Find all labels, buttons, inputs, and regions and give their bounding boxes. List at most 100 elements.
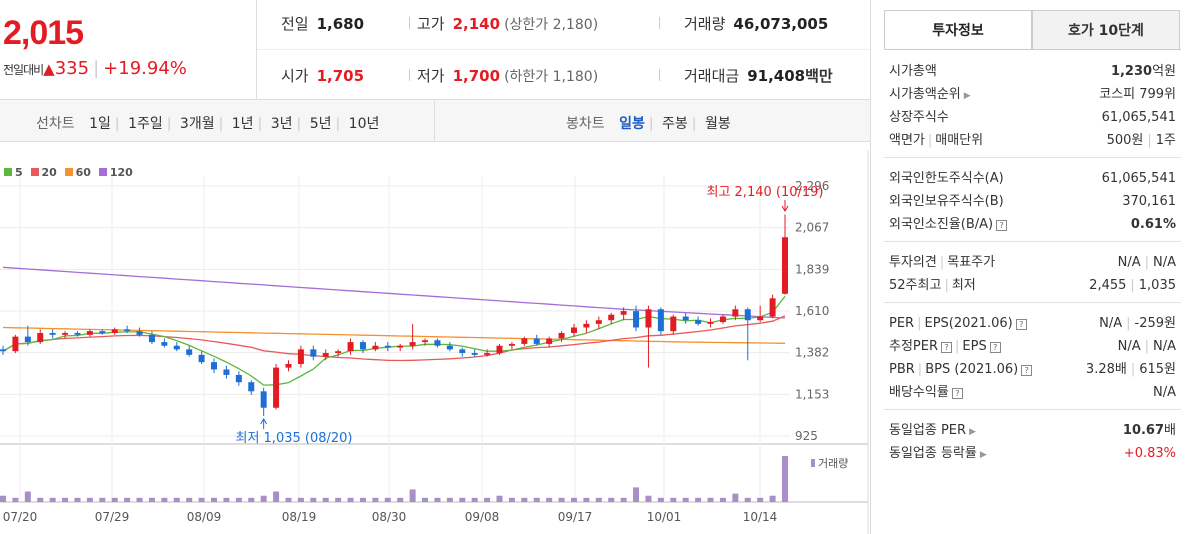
period-3m[interactable]: 3개월	[179, 116, 215, 132]
volume-bar	[521, 497, 528, 502]
volume-bar	[198, 497, 205, 502]
info-value-2: 1,035	[1138, 278, 1176, 293]
trade-value-unit: 백만	[805, 67, 833, 85]
x-tick-label: 08/19	[282, 510, 317, 524]
info-row: 동일업종 등락률 ▶ +0.83%	[884, 442, 1181, 465]
info-row: 동일업종 PER ▶ 10.67배	[884, 419, 1181, 442]
info-value-wrap: 61,065,541	[1102, 106, 1176, 129]
y-tick-label: 1,153	[795, 387, 829, 401]
info-key: 동일업종 PER	[889, 423, 967, 438]
info-key-wrap: 시가총액	[889, 60, 937, 83]
help-icon[interactable]: ?	[941, 342, 953, 353]
low-annotation: 최저 1,035 (08/20)	[235, 431, 352, 446]
info-row: 외국인보유주식수(B) 370,161	[884, 190, 1181, 213]
help-icon[interactable]: ?	[1015, 319, 1027, 330]
volume-bar	[335, 497, 342, 502]
divider	[434, 100, 435, 142]
help-icon[interactable]: ?	[996, 220, 1008, 231]
period-1d[interactable]: 1일	[89, 116, 111, 132]
info-value-wrap: N/A	[1153, 381, 1176, 404]
info-value-wrap: N/A | N/A	[1118, 335, 1176, 358]
stock-main-panel: 2,015 전일대비▲335 | +19.94% 전일 1,680 고가 2,140 (상…	[0, 0, 870, 534]
candle-daily[interactable]: 일봉	[619, 116, 645, 132]
info-value-wrap: N/A | N/A	[1118, 251, 1176, 274]
divider: |	[93, 58, 100, 79]
divider: |	[166, 116, 172, 132]
period-1w[interactable]: 1주일	[128, 116, 163, 132]
help-icon[interactable]: ?	[989, 342, 1001, 353]
period-5y[interactable]: 5년	[309, 116, 332, 132]
chart-period-bar: 선차트 1일 | 1주일 | 3개월 | 1년 | 3년 | 5년 | 10년 봉차트 일봉…	[0, 100, 870, 142]
volume-bar	[446, 497, 453, 502]
volume-bar	[484, 497, 491, 502]
candle-weekly[interactable]: 주봉	[662, 116, 688, 132]
info-key-wrap: 외국인보유주식수(B)	[889, 190, 1004, 213]
info-value-2: N/A	[1153, 255, 1176, 270]
volume-bar	[769, 495, 776, 502]
info-key: 목표주가	[947, 255, 996, 270]
period-10y[interactable]: 10년	[348, 116, 380, 132]
info-row: 시가총액 1,230억원	[884, 60, 1181, 83]
divider: |	[1147, 133, 1152, 148]
help-icon[interactable]: ?	[1021, 365, 1033, 376]
line-chart-label: 선차트	[36, 116, 75, 132]
period-3y[interactable]: 3년	[270, 116, 293, 132]
candle-body	[670, 316, 677, 332]
candle-body	[310, 349, 317, 357]
info-unit: 배	[1164, 423, 1176, 438]
volume-bar	[633, 487, 640, 502]
ma60-swatch	[64, 168, 73, 176]
info-key: 상장주식수	[889, 110, 949, 125]
line-chart-options: 선차트 1일 | 1주일 | 3개월 | 1년 | 3년 | 5년 | 10년	[36, 113, 383, 133]
candle-body	[570, 327, 577, 333]
info-value-wrap: 10.67배	[1123, 419, 1176, 442]
lower-limit: (하한가 1,180)	[504, 69, 599, 85]
info-key: 외국인보유주식수(B)	[889, 194, 1004, 209]
y-tick-label: 2,067	[795, 221, 829, 235]
candle-body	[707, 322, 714, 324]
chevron-right-icon: ▶	[979, 450, 987, 460]
volume-value: 46,073,005	[733, 15, 829, 33]
candle-body	[198, 354, 205, 363]
info-key: BPS (2021.06)	[925, 362, 1019, 377]
change-label: 전일대비	[3, 63, 44, 77]
period-1y[interactable]: 1년	[231, 116, 254, 132]
volume-bar	[719, 497, 726, 502]
divider: |	[917, 316, 922, 331]
info-row: PBR | BPS (2021.06)? 3.28배 | 615원	[884, 358, 1181, 381]
help-icon[interactable]: ?	[951, 388, 963, 399]
tab-order-book[interactable]: 호가 10단계	[1032, 10, 1180, 50]
info-value-2: N/A	[1153, 339, 1176, 354]
x-tick-label: 10/14	[743, 510, 778, 524]
day-high: 고가 2,140 (상한가 2,180)	[417, 13, 598, 34]
volume-bar	[12, 497, 19, 502]
volume-bar	[744, 497, 751, 502]
x-tick-label: 09/17	[558, 510, 593, 524]
volume-bar	[211, 497, 218, 502]
candle-body	[446, 345, 453, 350]
volume-bar	[546, 497, 553, 502]
candle-body	[583, 323, 590, 328]
y-tick-label: 1,382	[795, 346, 829, 360]
candle-body	[347, 342, 354, 352]
candle-monthly[interactable]: 월봉	[704, 116, 731, 132]
high-annotation: 최고 2,140 (10/19)	[706, 185, 823, 200]
candle-body	[322, 353, 329, 357]
tab-investment-info[interactable]: 투자정보	[884, 10, 1032, 50]
change-percent: +19.94%	[103, 58, 187, 79]
ma120-swatch	[98, 168, 107, 176]
candle-body	[0, 349, 6, 352]
info-value-wrap: 코스피 799위	[1099, 83, 1176, 106]
info-key: 시가총액순위	[889, 87, 961, 102]
info-tabs: 투자정보 호가 10단계	[884, 10, 1181, 50]
divider	[884, 157, 1181, 158]
divider: |	[1126, 316, 1131, 331]
high-arrow-head	[781, 205, 789, 212]
x-tick-label: 09/08	[465, 510, 500, 524]
ma120-label: 120	[109, 166, 133, 179]
info-value: N/A	[1153, 385, 1176, 400]
volume-bar	[732, 493, 739, 502]
candle-body	[645, 309, 652, 328]
